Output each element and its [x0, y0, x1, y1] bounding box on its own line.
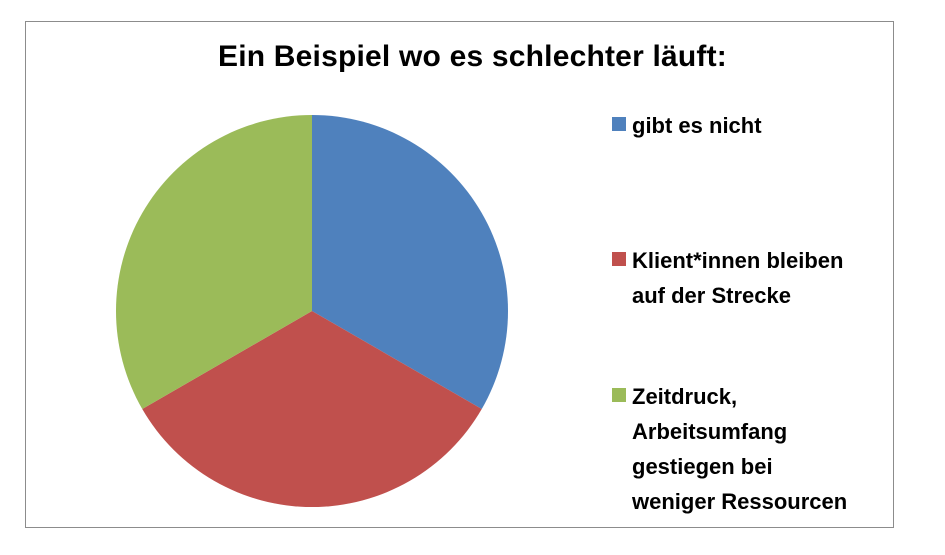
- legend-item-zeitdruck: Zeitdruck, Arbeitsumfang gestiegen bei w…: [612, 379, 847, 519]
- legend-label: gibt es nicht: [632, 113, 762, 138]
- legend-label: Zeitdruck, Arbeitsumfang gestiegen bei w…: [632, 384, 848, 514]
- legend-item-gibt-es-nicht: gibt es nicht: [612, 108, 762, 143]
- pie-slice-1: [142, 311, 482, 507]
- pie-slice-2: [115, 115, 312, 409]
- pie-slice-0: [312, 115, 508, 409]
- legend-item-klientinnen: Klient*innen bleiben auf der Strecke: [612, 243, 843, 313]
- legend-marker-blue: [612, 117, 626, 131]
- legend-label: Klient*innen bleiben auf der Strecke: [632, 248, 844, 308]
- chart-title: Ein Beispiel wo es schlechter läuft:: [217, 40, 727, 73]
- legend-marker-red: [612, 252, 626, 266]
- legend-marker-green: [612, 388, 626, 402]
